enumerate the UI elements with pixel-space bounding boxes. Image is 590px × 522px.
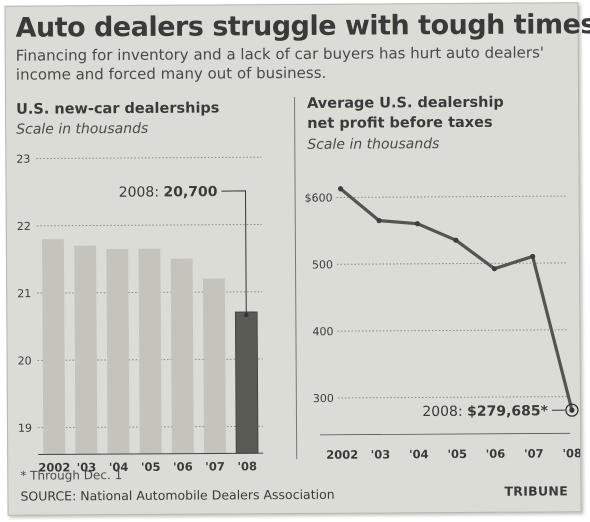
left-bar [106,248,130,455]
right-data-point [337,186,344,192]
left-annotation-prefix: 2008: [119,184,164,200]
source-line: SOURCE: National Automobile Dealers Asso… [20,486,335,504]
right-annotation-prefix: 2008: [422,404,467,420]
right-annotation: 2008: $279,685* [422,403,548,420]
left-x-tick-label: '03 [77,460,97,474]
right-x-tick-label: 2002 [326,448,358,462]
credit: TRIBUNE [504,483,569,499]
right-y-tick-label: 400 [312,325,333,338]
left-x-tick-label: '04 [109,460,129,474]
footnote: * Through Dec. 1 [20,468,123,483]
right-data-point [414,221,421,227]
left-y-tick-label: 20 [18,354,32,367]
left-y-tick-label: 21 [17,287,31,300]
right-gridline [336,195,567,198]
right-x-tick-label: '06 [486,447,506,461]
left-x-tick-label: '06 [173,460,193,474]
right-data-point [530,253,536,260]
newspaper-clipping: Auto dealers struggle with tough times F… [4,2,590,516]
left-gridline [36,223,262,227]
left-bar [234,311,259,454]
right-y-tick-label: $600 [305,191,333,204]
left-annotation: 2008: 20,700 [119,184,218,201]
left-annotation-leader [221,190,247,316]
right-gridline [337,329,568,332]
left-bar [138,248,162,454]
left-annotation-dot [244,312,249,318]
left-x-tick-label: '07 [205,459,225,473]
right-last-point-ring [565,403,579,417]
left-y-tick-label: 19 [18,422,32,435]
right-data-point [491,266,497,272]
left-x-tick-label: 2002 [38,460,70,474]
right-x-tick-label: '03 [371,447,391,461]
left-x-tick-label: '05 [141,460,161,474]
right-baseline [320,432,571,436]
right-x-tick-label: '04 [409,447,429,461]
left-y-tick-label: 23 [16,153,30,166]
right-data-point [376,218,382,224]
right-annotation-value: $279,685* [467,403,549,419]
right-y-tick-label: 300 [313,392,334,405]
right-x-tick-label: '07 [524,446,544,460]
right-x-tick-label: '05 [447,447,467,461]
right-x-tick-label: '08 [562,446,580,460]
left-bar [74,245,98,455]
left-gridline [36,156,262,160]
left-bar [42,239,66,455]
right-y-tick-label: 500 [312,258,333,271]
right-data-point [453,237,459,243]
right-last-point [569,407,575,413]
left-annotation-value: 20,700 [163,184,217,200]
right-gridline [337,396,568,399]
right-gridline [337,262,568,265]
right-series-line [339,187,574,411]
left-x-tick-label: '08 [237,459,257,473]
left-bar [170,258,194,454]
left-bar [202,278,226,454]
charts-canvas: 19 20 21 22 23 2002 '03 '04 '05 '06 '07 '08 2008: 20… [16,153,580,475]
left-y-tick-label: 22 [17,220,31,233]
left-baseline [38,452,264,456]
